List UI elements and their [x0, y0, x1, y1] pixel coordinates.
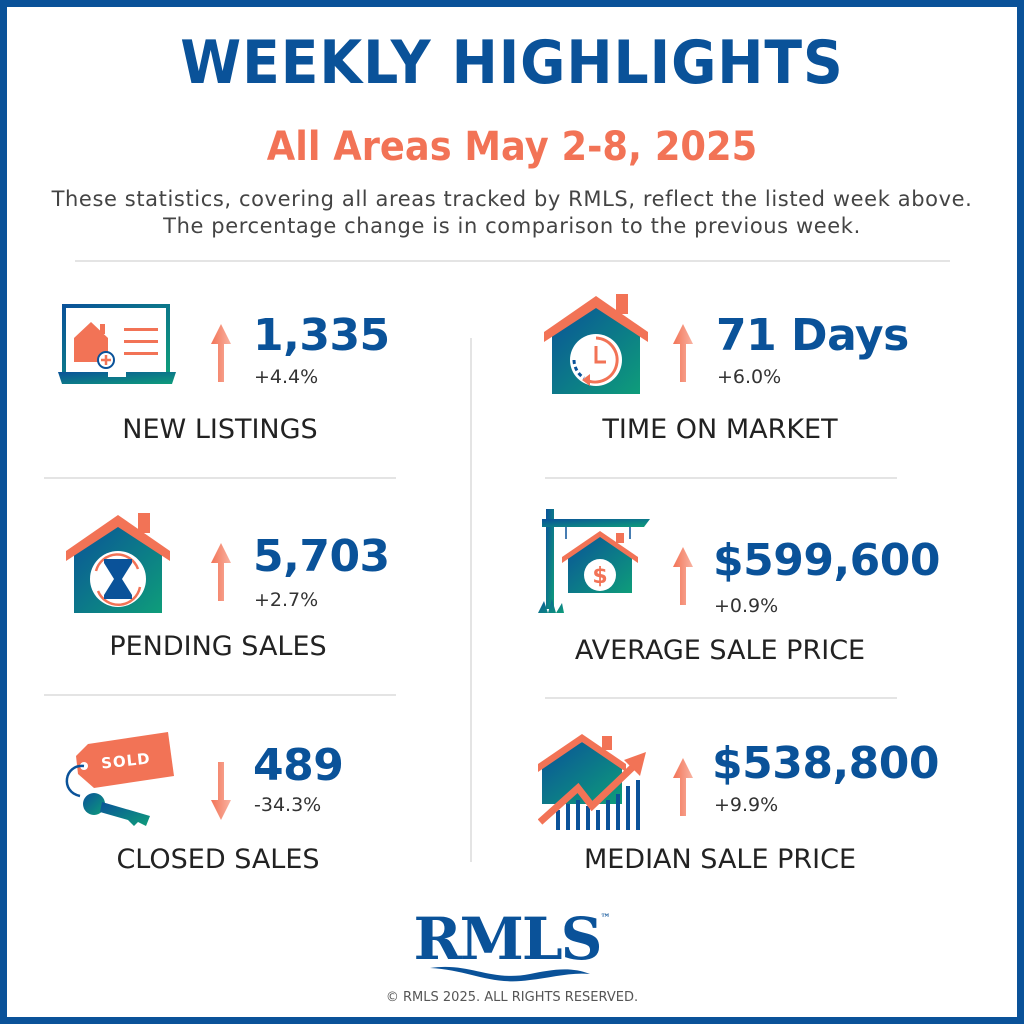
stat-label: PENDING SALES: [109, 631, 327, 662]
trademark-symbol: ™: [600, 913, 611, 924]
row-divider: [44, 477, 396, 479]
stat-label: CLOSED SALES: [116, 844, 320, 875]
stat-value: 5,703: [253, 531, 390, 582]
arrow-up-icon: [211, 324, 231, 382]
stat-value: 1,335: [253, 310, 390, 361]
arrow-up-icon: [673, 758, 693, 816]
stat-average-sale-price: $ $599,600 +0.9% AVERAGE SALE PRICE: [520, 505, 990, 705]
stat-closed-sales: SOLD 489 -34.3% CLOSED SALES: [0, 720, 470, 920]
stat-median-sale-price: $538,800 +9.9% MEDIAN SALE PRICE: [520, 720, 990, 920]
page-subtitle: All Areas May 2-8, 2025: [266, 124, 758, 170]
stat-change: +4.4%: [254, 366, 319, 388]
house-hourglass-icon: [66, 513, 170, 613]
stat-value: $599,600: [713, 535, 941, 586]
row-divider: [545, 697, 897, 699]
stat-pending-sales: 5,703 +2.7% PENDING SALES: [0, 505, 470, 705]
stat-value: $538,800: [712, 738, 940, 789]
stat-new-listings: 1,335 +4.4% NEW LISTINGS: [0, 290, 470, 490]
row-divider: [545, 477, 897, 479]
copyright-text: © RMLS 2025. ALL RIGHTS RESERVED.: [385, 990, 639, 1005]
page-title: WEEKLY HIGHLIGHTS: [180, 28, 844, 98]
house-trend-chart-icon: [538, 734, 646, 830]
arrow-down-icon: [211, 762, 231, 820]
house-clock-icon: [544, 294, 648, 394]
stat-label: AVERAGE SALE PRICE: [574, 635, 866, 666]
stat-value: 71 Days: [716, 310, 909, 361]
svg-text:$: $: [592, 564, 607, 589]
stat-label: NEW LISTINGS: [122, 414, 318, 445]
row-divider: [44, 694, 396, 696]
arrow-up-icon: [673, 547, 693, 605]
logo-text: RMLS: [413, 905, 602, 973]
arrow-up-icon: [211, 543, 231, 601]
page-description: These statistics, covering all areas tra…: [51, 187, 973, 238]
arrow-up-icon: [673, 324, 693, 382]
stat-value: 489: [253, 740, 344, 791]
sold-tag-key-icon: SOLD: [65, 732, 174, 826]
stat-change: -34.3%: [254, 794, 322, 816]
house-sign-dollar-icon: $: [538, 509, 650, 613]
column-divider: [470, 338, 472, 862]
stat-change: +6.0%: [717, 366, 782, 388]
logo-swash-icon: [430, 966, 590, 982]
header-divider: [75, 260, 950, 262]
rmls-logo: RMLS™: [0, 905, 1024, 973]
stat-label: MEDIAN SALE PRICE: [583, 844, 857, 875]
stat-time-on-market: 71 Days +6.0% TIME ON MARKET: [520, 290, 990, 490]
svg-text:SOLD: SOLD: [100, 749, 151, 772]
stat-label: TIME ON MARKET: [602, 414, 838, 445]
laptop-house-listing-icon: [58, 304, 176, 384]
stat-change: +9.9%: [714, 794, 779, 816]
stat-change: +2.7%: [254, 589, 319, 611]
stat-change: +0.9%: [714, 595, 779, 617]
